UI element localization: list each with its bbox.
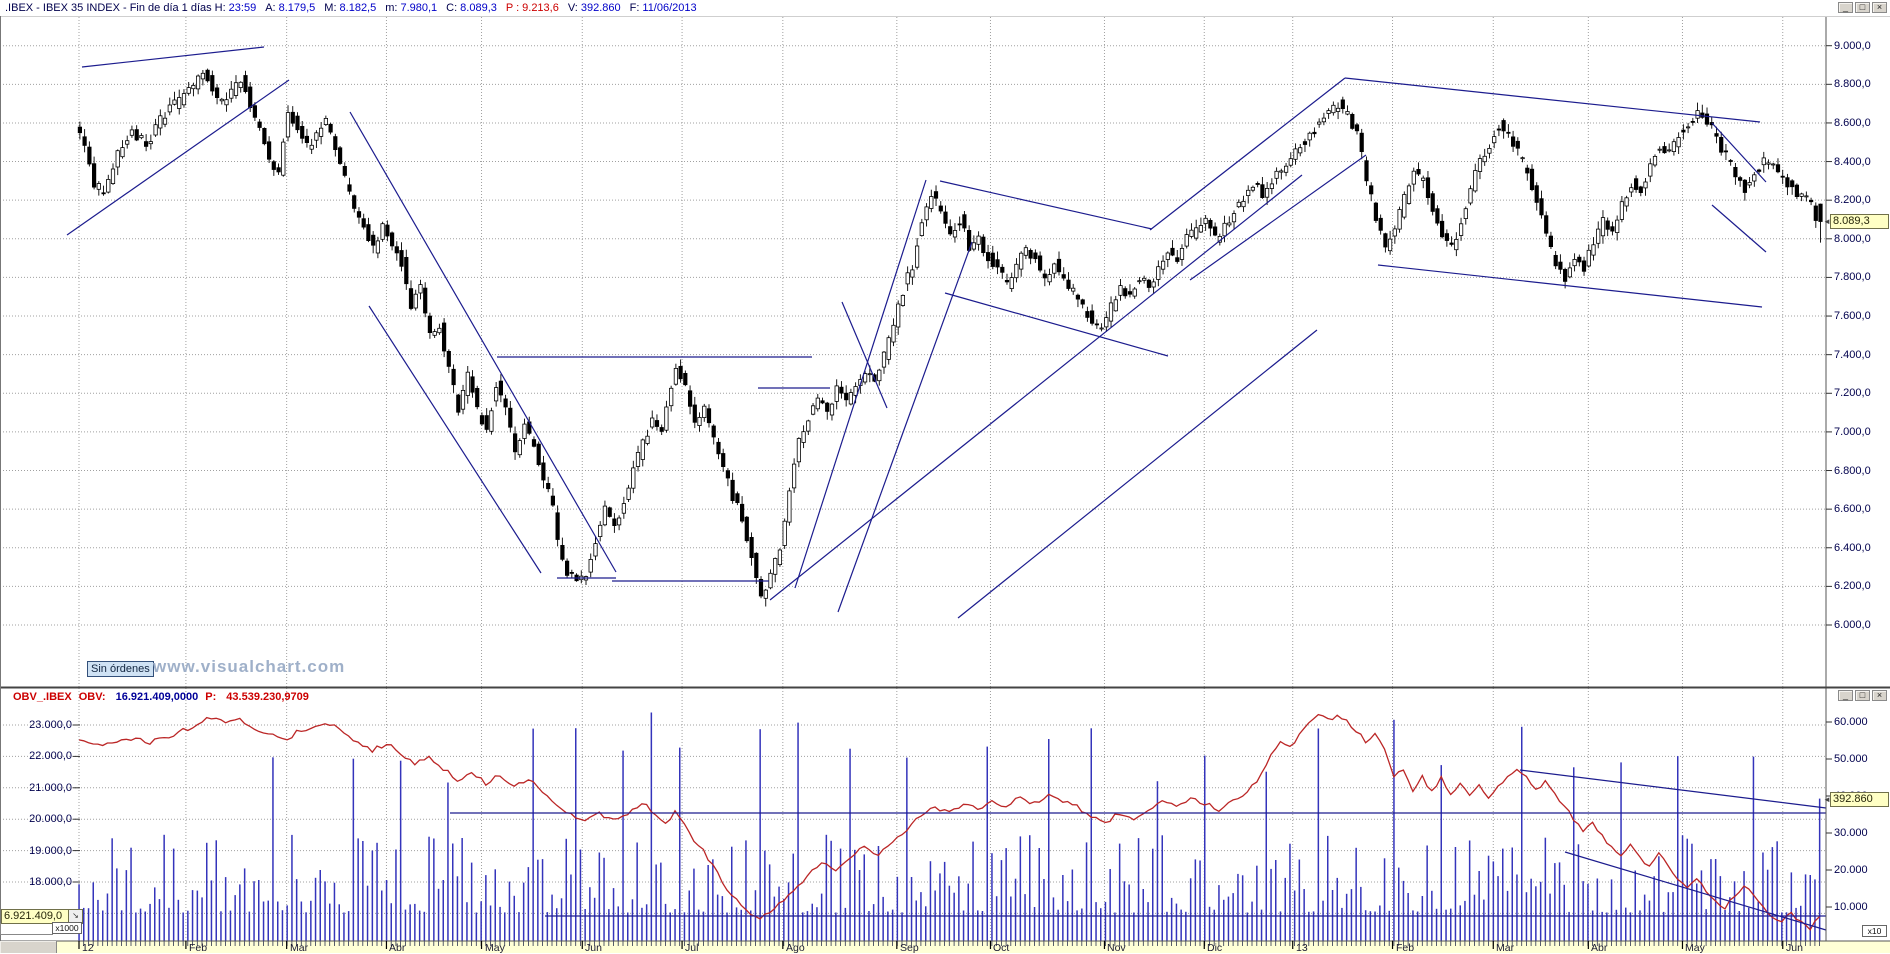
- last-volume-marker: 392.860: [1830, 792, 1889, 807]
- price-marker-arrow-icon: ◄: [1823, 217, 1831, 226]
- maximize-icon[interactable]: □: [1855, 2, 1870, 13]
- chart-title-text: .IBEX - IBEX 35 INDEX - Fin de día 1 día…: [5, 2, 706, 14]
- scroll-to-value-icon[interactable]: ↘: [68, 909, 83, 924]
- candlestick-series: [77, 68, 1823, 607]
- title-segment: 8.182,5: [339, 2, 377, 14]
- title-segment: m:: [385, 2, 398, 14]
- title-segment: 7.980,1: [400, 2, 438, 14]
- title-segment: 11/06/2013: [642, 2, 697, 14]
- last-obv-value-marker: 6.921.409,0: [1, 909, 71, 924]
- panel-frames: [0, 16, 1890, 942]
- close-icon[interactable]: ×: [1872, 2, 1887, 13]
- title-segment: A:: [265, 2, 276, 14]
- obv-title-segment: OBV_.IBEX: [13, 691, 72, 703]
- maximize-icon[interactable]: □: [1855, 690, 1870, 701]
- volume-scale-note: x10: [1862, 925, 1887, 937]
- obv-scale-note: x1000: [52, 922, 82, 934]
- title-segment: 8.089,3: [460, 2, 497, 14]
- title-segment: 9.213,6: [522, 2, 559, 14]
- obv-indicator-title: OBV_.IBEX OBV: 16.921.409,0000 P: 43.539.2…: [13, 691, 316, 703]
- obv-trendlines[interactable]: [450, 769, 1827, 931]
- title-segment: H:: [214, 2, 226, 14]
- title-segment: V:: [567, 2, 578, 14]
- title-segment: M:: [324, 2, 337, 14]
- window-controls-obv: _ □ ×: [1838, 690, 1887, 701]
- title-segment: C:: [446, 2, 458, 14]
- title-segment: 8.179,5: [278, 2, 316, 14]
- time-axis-bar-ticks: [78, 941, 1820, 949]
- volume-marker-arrow-icon: ◄: [1823, 795, 1831, 804]
- obv-title-segment: 16.921.409,0000: [115, 691, 199, 703]
- obv-line: [78, 713, 1821, 931]
- title-segment: P :: [505, 2, 520, 14]
- time-axis-corner-button[interactable]: [0, 941, 57, 953]
- minimize-icon[interactable]: _: [1838, 2, 1853, 13]
- volume-bars: [78, 712, 1821, 941]
- title-segment: .IBEX - IBEX 35 INDEX - Fin de día 1 día…: [5, 2, 212, 14]
- title-segment: 23:59: [228, 2, 257, 14]
- last-price-marker: 8.089,3: [1830, 214, 1889, 229]
- title-segment: 392.860: [580, 2, 621, 14]
- price-trendlines[interactable]: [66, 46, 1767, 619]
- obv-title-segment: P:: [205, 691, 220, 703]
- obv-title-segment: 43.539.230,9709: [226, 691, 309, 703]
- axis-ticks: [73, 45, 1832, 908]
- chart-title-bar: .IBEX - IBEX 35 INDEX - Fin de día 1 día…: [0, 0, 1890, 16]
- window-controls-main: _ □ ×: [1838, 2, 1887, 13]
- gridlines: [0, 17, 1826, 941]
- obv-axis-blank-box: [0, 923, 53, 935]
- visualchart-watermark: www.visualchart.com: [153, 657, 346, 676]
- minimize-icon[interactable]: _: [1838, 690, 1853, 701]
- obv-title-segment: OBV:: [78, 691, 109, 703]
- close-icon[interactable]: ×: [1872, 690, 1887, 701]
- title-segment: F:: [629, 2, 640, 14]
- no-orders-badge[interactable]: Sin órdenes: [87, 661, 154, 677]
